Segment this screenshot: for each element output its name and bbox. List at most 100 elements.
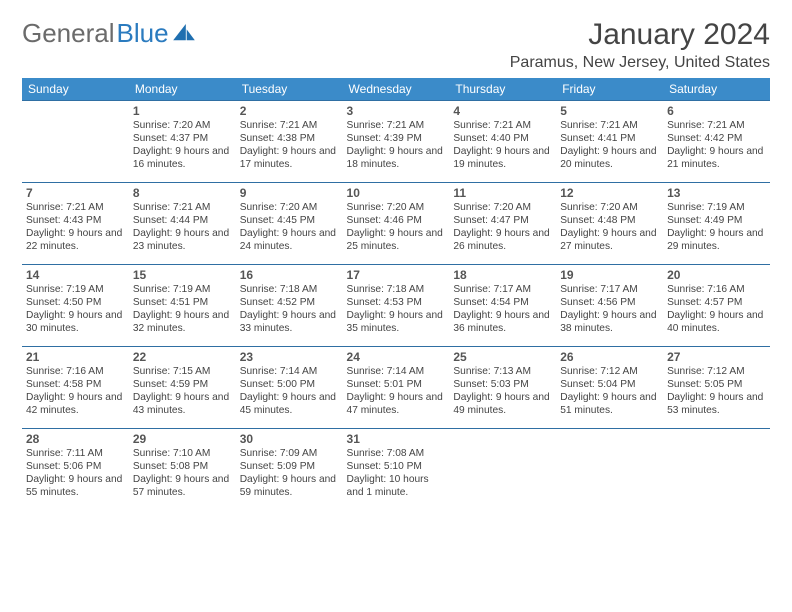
day-info: Sunrise: 7:14 AMSunset: 5:01 PMDaylight:… <box>347 365 446 417</box>
day-cell: 15Sunrise: 7:19 AMSunset: 4:51 PMDayligh… <box>129 265 236 347</box>
day-number: 30 <box>240 432 339 446</box>
day-cell: 25Sunrise: 7:13 AMSunset: 5:03 PMDayligh… <box>449 347 556 429</box>
day-cell: 30Sunrise: 7:09 AMSunset: 5:09 PMDayligh… <box>236 429 343 511</box>
day-number: 16 <box>240 268 339 282</box>
day-cell <box>22 101 129 183</box>
day-info: Sunrise: 7:11 AMSunset: 5:06 PMDaylight:… <box>26 447 125 499</box>
day-info: Sunrise: 7:08 AMSunset: 5:10 PMDaylight:… <box>347 447 446 499</box>
day-cell <box>663 429 770 511</box>
day-cell: 9Sunrise: 7:20 AMSunset: 4:45 PMDaylight… <box>236 183 343 265</box>
day-cell: 24Sunrise: 7:14 AMSunset: 5:01 PMDayligh… <box>343 347 450 429</box>
dow-saturday: Saturday <box>663 78 770 101</box>
day-number: 6 <box>667 104 766 118</box>
day-cell: 16Sunrise: 7:18 AMSunset: 4:52 PMDayligh… <box>236 265 343 347</box>
day-info: Sunrise: 7:20 AMSunset: 4:47 PMDaylight:… <box>453 201 552 253</box>
title-block: January 2024 Paramus, New Jersey, United… <box>510 18 770 72</box>
day-info: Sunrise: 7:09 AMSunset: 5:09 PMDaylight:… <box>240 447 339 499</box>
day-info: Sunrise: 7:20 AMSunset: 4:46 PMDaylight:… <box>347 201 446 253</box>
day-cell <box>449 429 556 511</box>
week-row: 14Sunrise: 7:19 AMSunset: 4:50 PMDayligh… <box>22 265 770 347</box>
logo-text-gray: General <box>22 18 115 49</box>
day-info: Sunrise: 7:13 AMSunset: 5:03 PMDaylight:… <box>453 365 552 417</box>
day-info: Sunrise: 7:14 AMSunset: 5:00 PMDaylight:… <box>240 365 339 417</box>
day-cell: 12Sunrise: 7:20 AMSunset: 4:48 PMDayligh… <box>556 183 663 265</box>
day-number: 22 <box>133 350 232 364</box>
day-number: 19 <box>560 268 659 282</box>
day-info: Sunrise: 7:18 AMSunset: 4:52 PMDaylight:… <box>240 283 339 335</box>
day-number: 31 <box>347 432 446 446</box>
day-cell: 19Sunrise: 7:17 AMSunset: 4:56 PMDayligh… <box>556 265 663 347</box>
day-number: 23 <box>240 350 339 364</box>
day-info: Sunrise: 7:21 AMSunset: 4:43 PMDaylight:… <box>26 201 125 253</box>
day-cell: 26Sunrise: 7:12 AMSunset: 5:04 PMDayligh… <box>556 347 663 429</box>
day-cell: 8Sunrise: 7:21 AMSunset: 4:44 PMDaylight… <box>129 183 236 265</box>
logo-sail-icon <box>173 24 195 42</box>
day-info: Sunrise: 7:20 AMSunset: 4:48 PMDaylight:… <box>560 201 659 253</box>
day-cell: 6Sunrise: 7:21 AMSunset: 4:42 PMDaylight… <box>663 101 770 183</box>
dow-thursday: Thursday <box>449 78 556 101</box>
calendar-body: 1Sunrise: 7:20 AMSunset: 4:37 PMDaylight… <box>22 101 770 511</box>
day-cell: 4Sunrise: 7:21 AMSunset: 4:40 PMDaylight… <box>449 101 556 183</box>
day-cell: 22Sunrise: 7:15 AMSunset: 4:59 PMDayligh… <box>129 347 236 429</box>
day-info: Sunrise: 7:20 AMSunset: 4:45 PMDaylight:… <box>240 201 339 253</box>
dow-monday: Monday <box>129 78 236 101</box>
day-cell: 17Sunrise: 7:18 AMSunset: 4:53 PMDayligh… <box>343 265 450 347</box>
location: Paramus, New Jersey, United States <box>510 54 770 72</box>
day-number: 12 <box>560 186 659 200</box>
day-number: 7 <box>26 186 125 200</box>
day-cell: 18Sunrise: 7:17 AMSunset: 4:54 PMDayligh… <box>449 265 556 347</box>
day-cell: 21Sunrise: 7:16 AMSunset: 4:58 PMDayligh… <box>22 347 129 429</box>
calendar-table: Sunday Monday Tuesday Wednesday Thursday… <box>22 78 770 511</box>
day-number: 5 <box>560 104 659 118</box>
day-number: 4 <box>453 104 552 118</box>
day-info: Sunrise: 7:12 AMSunset: 5:05 PMDaylight:… <box>667 365 766 417</box>
header: GeneralBlue January 2024 Paramus, New Je… <box>22 18 770 72</box>
day-cell: 1Sunrise: 7:20 AMSunset: 4:37 PMDaylight… <box>129 101 236 183</box>
day-info: Sunrise: 7:21 AMSunset: 4:41 PMDaylight:… <box>560 119 659 171</box>
day-cell: 28Sunrise: 7:11 AMSunset: 5:06 PMDayligh… <box>22 429 129 511</box>
day-number: 10 <box>347 186 446 200</box>
day-cell: 2Sunrise: 7:21 AMSunset: 4:38 PMDaylight… <box>236 101 343 183</box>
day-info: Sunrise: 7:21 AMSunset: 4:40 PMDaylight:… <box>453 119 552 171</box>
day-info: Sunrise: 7:16 AMSunset: 4:57 PMDaylight:… <box>667 283 766 335</box>
day-info: Sunrise: 7:21 AMSunset: 4:42 PMDaylight:… <box>667 119 766 171</box>
day-number: 21 <box>26 350 125 364</box>
day-info: Sunrise: 7:20 AMSunset: 4:37 PMDaylight:… <box>133 119 232 171</box>
day-info: Sunrise: 7:15 AMSunset: 4:59 PMDaylight:… <box>133 365 232 417</box>
month-title: January 2024 <box>510 18 770 52</box>
week-row: 28Sunrise: 7:11 AMSunset: 5:06 PMDayligh… <box>22 429 770 511</box>
day-cell: 14Sunrise: 7:19 AMSunset: 4:50 PMDayligh… <box>22 265 129 347</box>
day-number: 8 <box>133 186 232 200</box>
day-cell: 3Sunrise: 7:21 AMSunset: 4:39 PMDaylight… <box>343 101 450 183</box>
day-number: 3 <box>347 104 446 118</box>
dow-wednesday: Wednesday <box>343 78 450 101</box>
logo: GeneralBlue <box>22 18 195 49</box>
day-cell: 20Sunrise: 7:16 AMSunset: 4:57 PMDayligh… <box>663 265 770 347</box>
day-number: 9 <box>240 186 339 200</box>
day-number: 20 <box>667 268 766 282</box>
day-number: 28 <box>26 432 125 446</box>
day-info: Sunrise: 7:21 AMSunset: 4:38 PMDaylight:… <box>240 119 339 171</box>
day-number: 29 <box>133 432 232 446</box>
day-cell: 11Sunrise: 7:20 AMSunset: 4:47 PMDayligh… <box>449 183 556 265</box>
day-number: 1 <box>133 104 232 118</box>
day-cell: 5Sunrise: 7:21 AMSunset: 4:41 PMDaylight… <box>556 101 663 183</box>
dow-tuesday: Tuesday <box>236 78 343 101</box>
dow-header-row: Sunday Monday Tuesday Wednesday Thursday… <box>22 78 770 101</box>
day-number: 15 <box>133 268 232 282</box>
day-number: 24 <box>347 350 446 364</box>
day-info: Sunrise: 7:21 AMSunset: 4:44 PMDaylight:… <box>133 201 232 253</box>
day-info: Sunrise: 7:12 AMSunset: 5:04 PMDaylight:… <box>560 365 659 417</box>
day-info: Sunrise: 7:17 AMSunset: 4:56 PMDaylight:… <box>560 283 659 335</box>
day-info: Sunrise: 7:21 AMSunset: 4:39 PMDaylight:… <box>347 119 446 171</box>
day-info: Sunrise: 7:17 AMSunset: 4:54 PMDaylight:… <box>453 283 552 335</box>
day-cell: 31Sunrise: 7:08 AMSunset: 5:10 PMDayligh… <box>343 429 450 511</box>
week-row: 7Sunrise: 7:21 AMSunset: 4:43 PMDaylight… <box>22 183 770 265</box>
day-number: 11 <box>453 186 552 200</box>
day-number: 17 <box>347 268 446 282</box>
day-number: 18 <box>453 268 552 282</box>
day-number: 13 <box>667 186 766 200</box>
day-number: 26 <box>560 350 659 364</box>
day-number: 2 <box>240 104 339 118</box>
day-info: Sunrise: 7:16 AMSunset: 4:58 PMDaylight:… <box>26 365 125 417</box>
